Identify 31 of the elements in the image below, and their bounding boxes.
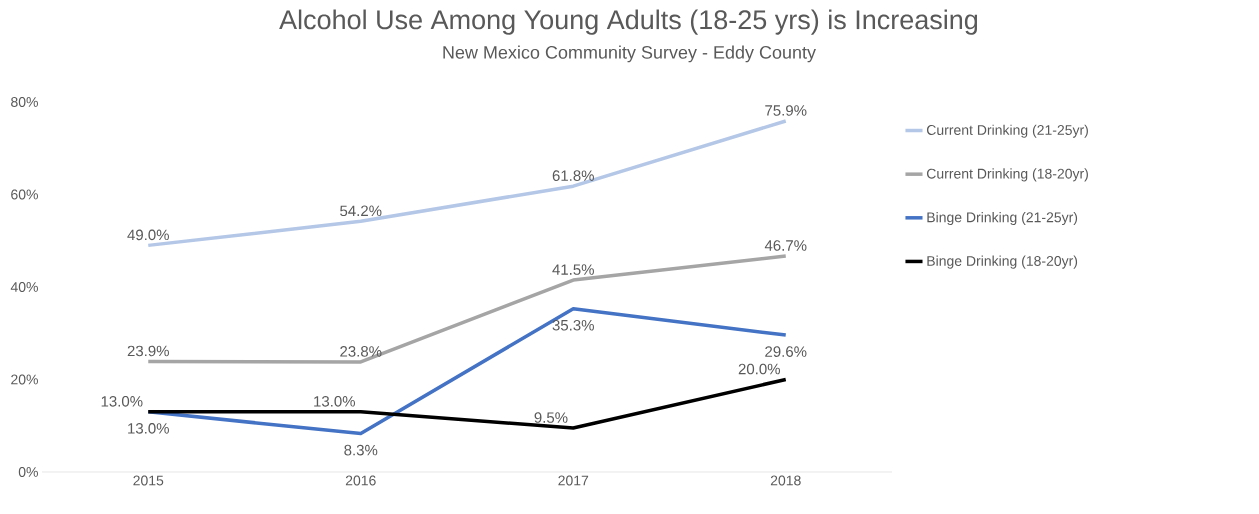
legend-label: Binge Drinking (21-25yr) [927,211,1078,226]
chart-title: Alcohol Use Among Young Adults (18-25 yrs) is Increasing [279,9,978,35]
data-label: 13.0% [128,423,169,434]
data-label: 23.9% [127,345,169,357]
x-tick-label: 2015 [133,475,164,486]
data-label: 9.5% [534,412,568,423]
data-label: 61.8% [552,170,594,181]
y-tick-label: 40% [10,282,38,292]
legend-label: Current Drinking (18-20yr) [926,168,1088,182]
y-tick-label: 60% [11,189,38,200]
data-label: 23.8% [340,346,382,357]
legend-label: Binge Drinking (18-20yr) [927,255,1078,269]
data-label: 13.0% [101,396,143,407]
x-tick-label: 2016 [345,475,376,486]
data-label: 35.3% [552,319,594,331]
x-tick-label: 2017 [558,475,589,486]
data-label: 75.9% [765,105,807,116]
data-label: 13.0% [314,396,356,407]
y-tick-label: 80% [11,97,38,107]
data-label: 29.6% [765,346,807,357]
data-label: 54.2% [340,205,382,217]
x-tick-label: 2018 [770,475,801,486]
data-label: 8.3% [344,444,378,456]
chart-subtitle: New Mexico Community Survey - Eddy County [443,45,816,63]
y-tick-label: 0% [18,467,38,477]
data-label: 46.7% [764,240,807,251]
y-tick-label: 20% [11,374,38,385]
data-label: 20.0% [738,363,781,375]
data-label: 41.5% [552,264,594,275]
legend-label: Current Drinking (21-25yr) [926,124,1088,138]
data-label: 49.0% [127,229,169,241]
